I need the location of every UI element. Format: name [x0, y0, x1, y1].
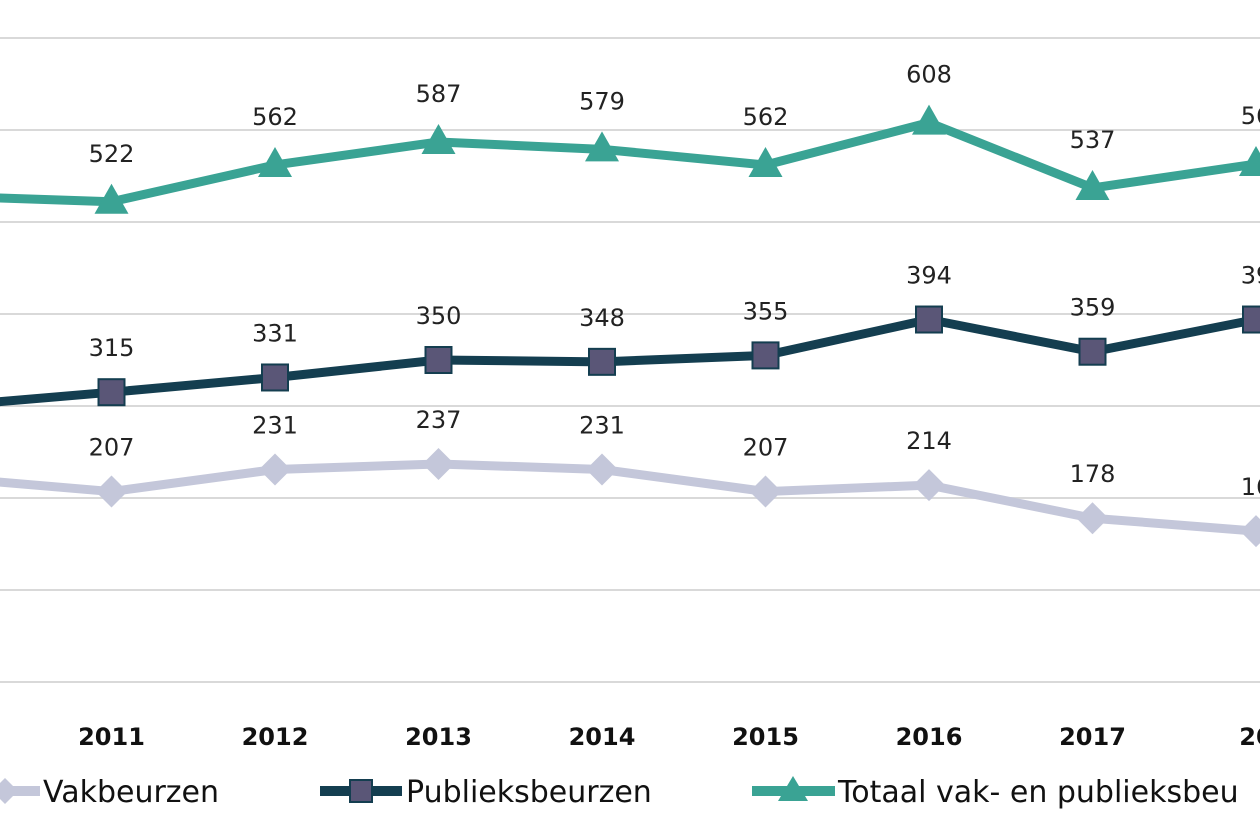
x-tick-label: 2013 — [405, 723, 472, 751]
data-label-totaal-vak-en-publieksbeurzen: 522 — [89, 140, 135, 168]
data-label-totaal-vak-en-publieksbeurzen: 579 — [579, 87, 625, 115]
marker-vakbeurzen — [913, 469, 945, 502]
data-label-totaal-vak-en-publieksbeurzen: 56 — [1241, 102, 1260, 130]
x-tick-label: 2014 — [569, 723, 636, 751]
marker-vakbeurzen — [1240, 515, 1260, 548]
legend-label-totaal: Totaal vak- en publieksbeu — [837, 775, 1239, 810]
legend-marker-publieksbeurzen — [349, 779, 373, 803]
x-tick-label: 2015 — [732, 723, 799, 751]
marker-vakbeurzen — [95, 475, 128, 508]
data-label-vakbeurzen: 231 — [579, 411, 625, 439]
x-tick-label: 2011 — [78, 723, 145, 751]
marker-vakbeurzen — [586, 453, 618, 486]
data-label-publieksbeurzen: 350 — [416, 302, 462, 330]
data-label-totaal-vak-en-publieksbeurzen: 587 — [416, 80, 462, 108]
data-label-publieksbeurzen: 394 — [906, 262, 952, 290]
data-label-totaal-vak-en-publieksbeurzen: 608 — [906, 61, 952, 89]
marker-totaal-vak-en-publieksbeurzen — [912, 104, 946, 135]
data-label-vakbeurzen: 16 — [1241, 473, 1260, 501]
marker-vakbeurzen — [422, 447, 455, 480]
marker-publieksbeurzen — [915, 305, 943, 334]
legend-label-publieksbeurzen: Publieksbeurzen — [406, 775, 652, 810]
marker-vakbeurzen — [259, 453, 291, 486]
data-label-vakbeurzen: 231 — [252, 411, 298, 439]
marker-totaal-vak-en-publieksbeurzen — [1075, 169, 1110, 200]
marker-publieksbeurzen — [751, 341, 780, 370]
marker-totaal-vak-en-publieksbeurzen — [421, 123, 456, 154]
series-lines — [0, 118, 1257, 536]
marker-vakbeurzen — [1076, 502, 1109, 535]
data-label-vakbeurzen: 214 — [906, 427, 952, 455]
gridlines — [0, 37, 1260, 683]
marker-publieksbeurzen — [1242, 305, 1260, 334]
series-line-publieksbeurzen — [0, 315, 1257, 407]
x-tick-label: 20 — [1239, 723, 1260, 751]
data-label-vakbeurzen: 207 — [743, 434, 789, 462]
data-label-vakbeurzen: 207 — [89, 434, 135, 462]
x-tick-label: 2017 — [1059, 723, 1126, 751]
marker-totaal-vak-en-publieksbeurzen — [748, 146, 783, 177]
legend-marker-totaal — [778, 776, 808, 801]
data-label-publieksbeurzen: 39 — [1241, 262, 1260, 290]
x-axis-tick-labels: 2011 2012 2013 2014 2015 2016 2017 20 — [78, 723, 1260, 751]
marker-vakbeurzen — [749, 475, 782, 508]
series-line-totaal-vak-en-publieksbeurzen — [0, 118, 1257, 207]
x-tick-label: 2012 — [242, 723, 309, 751]
data-label-totaal-vak-en-publieksbeurzen: 562 — [252, 103, 298, 131]
marker-publieksbeurzen — [97, 378, 126, 407]
legend: Vakbeurzen Publieksbeurzen Totaal vak- e… — [0, 775, 1239, 810]
marker-totaal-vak-en-publieksbeurzen — [1239, 146, 1260, 177]
data-label-publieksbeurzen: 331 — [252, 319, 298, 347]
marker-totaal-vak-en-publieksbeurzen — [258, 146, 292, 177]
marker-totaal-vak-en-publieksbeurzen — [94, 183, 129, 214]
data-labels: 207 231 237 231 207 214 178 16 315 331 350 348 355 39… — [89, 61, 1260, 501]
marker-publieksbeurzen — [588, 347, 616, 376]
data-label-totaal-vak-en-publieksbeurzen: 562 — [743, 103, 789, 131]
marker-publieksbeurzen — [261, 363, 289, 392]
data-label-vakbeurzen: 237 — [416, 406, 462, 434]
legend-marker-vakbeurzen — [0, 778, 18, 804]
data-label-publieksbeurzen: 359 — [1070, 294, 1116, 322]
marker-publieksbeurzen — [424, 346, 453, 374]
data-label-publieksbeurzen: 315 — [89, 334, 135, 362]
marker-totaal-vak-en-publieksbeurzen — [585, 131, 619, 162]
data-label-vakbeurzen: 178 — [1070, 460, 1116, 488]
marker-publieksbeurzen — [1078, 337, 1107, 366]
x-tick-label: 2016 — [896, 723, 963, 751]
series-markers — [94, 104, 1260, 548]
data-label-publieksbeurzen: 355 — [743, 297, 789, 325]
data-label-totaal-vak-en-publieksbeurzen: 537 — [1070, 126, 1116, 154]
legend-label-vakbeurzen: Vakbeurzen — [43, 775, 219, 810]
data-label-publieksbeurzen: 348 — [579, 304, 625, 332]
